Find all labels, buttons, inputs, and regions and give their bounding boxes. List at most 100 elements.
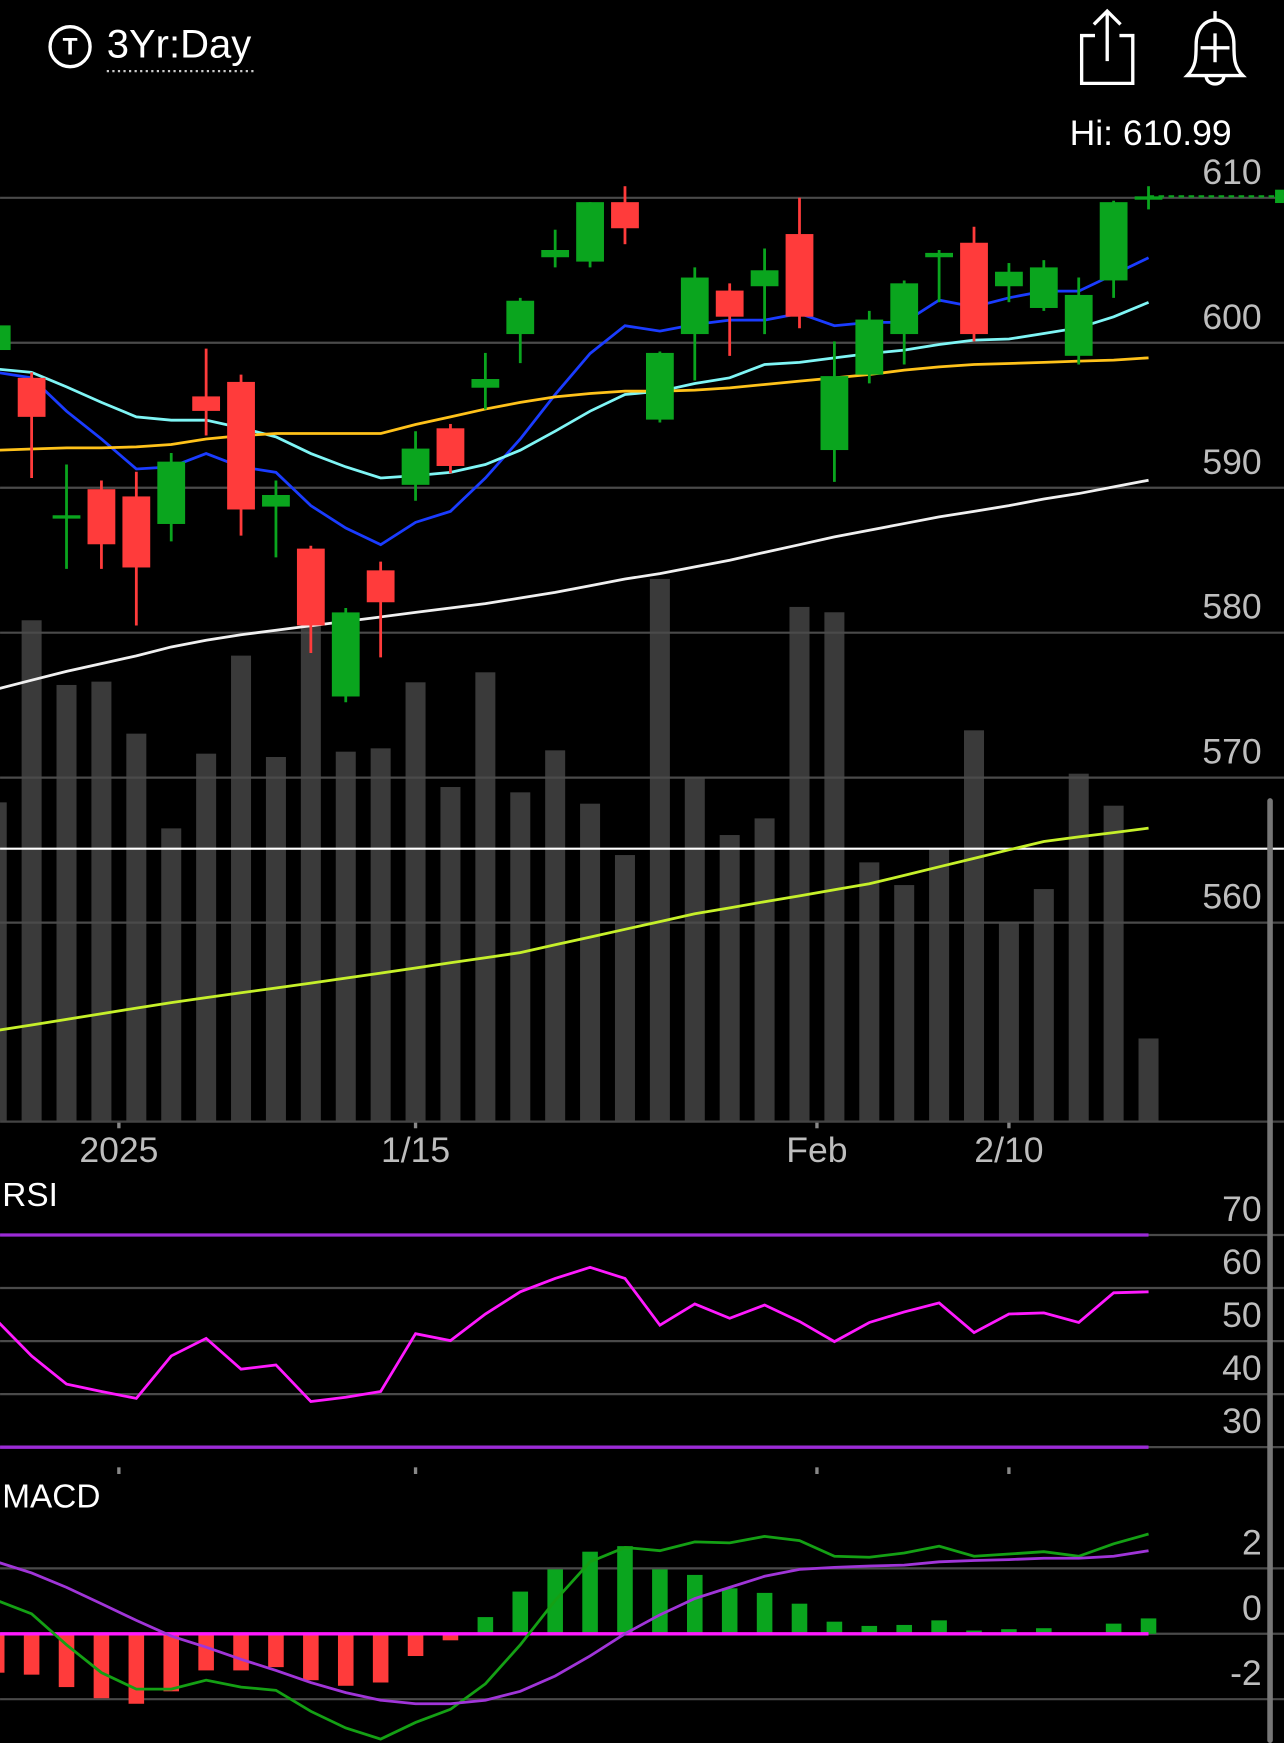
high-label: Hi: 610.99: [1070, 113, 1232, 153]
candle-body: [87, 489, 116, 545]
macd-line: [0, 1532, 1149, 1741]
x-tick-label: 2025: [79, 1130, 158, 1170]
candle-body: [680, 277, 709, 335]
volume-bar: [405, 682, 426, 1121]
volume-bar: [475, 672, 496, 1121]
volume-bar: [719, 835, 740, 1121]
macd-histogram-bar: [198, 1633, 214, 1671]
macd-histogram-bar: [896, 1624, 912, 1634]
x-tick-label: Feb: [786, 1130, 847, 1170]
y-tick-label: 30: [1222, 1401, 1262, 1441]
macd-histogram-bar: [128, 1633, 145, 1704]
macd-histogram-bar: [582, 1551, 598, 1634]
y-tick-label: 570: [1202, 732, 1261, 772]
macd-histogram-bar: [721, 1588, 738, 1634]
macd-histogram-bar: [268, 1633, 284, 1668]
volume-bar: [21, 620, 42, 1121]
macd-histogram-bar: [163, 1633, 180, 1692]
y-tick-label: 40: [1222, 1348, 1262, 1388]
y-tick-label: 600: [1202, 297, 1261, 337]
y-tick-label: 2: [1242, 1522, 1262, 1562]
share-arrow: [1092, 8, 1122, 62]
macd-histogram-bar: [337, 1633, 354, 1686]
candle-body: [436, 428, 465, 466]
volume-bar: [1068, 773, 1089, 1121]
volume-bar: [1033, 889, 1054, 1121]
y-tick-label: 610: [1202, 152, 1261, 192]
volume-bar: [754, 818, 775, 1121]
volume-bar: [684, 778, 705, 1121]
macd-histogram-bar: [233, 1633, 249, 1671]
candle-body: [192, 396, 221, 411]
share-box: [1079, 33, 1135, 86]
bell: [1183, 18, 1247, 78]
candle-body: [52, 515, 81, 519]
macd-line: [0, 1549, 1149, 1706]
volume-bar: [998, 921, 1019, 1121]
y-tick-label: 70: [1222, 1189, 1262, 1229]
volume-bar: [56, 684, 77, 1121]
volume-bar: [91, 681, 112, 1121]
candle-body: [576, 202, 604, 262]
candle-body: [995, 271, 1023, 287]
macd-histogram-bar: [93, 1633, 110, 1699]
symbol-button[interactable]: T: [48, 25, 92, 69]
macd-histogram-bar: [303, 1633, 319, 1681]
macd-histogram-bar: [1140, 1618, 1157, 1634]
macd-histogram-bar: [23, 1633, 40, 1675]
moving-average: [0, 356, 1149, 452]
volume-bar: [231, 655, 252, 1121]
candle-body: [17, 377, 46, 417]
candle-body: [611, 202, 639, 229]
candle-body: [401, 448, 430, 485]
macd-histogram-bar: [477, 1617, 494, 1634]
moving-average: [0, 256, 1150, 547]
candle-body: [1134, 196, 1163, 200]
macd-histogram-bar: [372, 1633, 389, 1683]
volume-bar: [929, 848, 950, 1121]
volume-bar: [824, 612, 845, 1121]
candle-body: [1029, 267, 1058, 308]
volume-bar: [370, 748, 391, 1121]
volume-bar: [545, 750, 566, 1121]
y-tick-label: -2: [1230, 1653, 1262, 1693]
last-price-marker: [1275, 189, 1284, 204]
volume-bar: [614, 855, 635, 1121]
moving-average: [0, 478, 1149, 690]
alert-button[interactable]: [1183, 11, 1247, 86]
macd-histogram-bar: [512, 1591, 529, 1634]
pane-title: RSI: [2, 1177, 58, 1214]
macd-histogram-bar: [931, 1620, 947, 1634]
candle-body: [506, 300, 535, 335]
candle-body: [820, 376, 849, 451]
candle-body: [785, 234, 814, 317]
candle-body: [750, 270, 779, 287]
candle-body: [471, 379, 500, 388]
moving-average: [0, 301, 1150, 480]
period-selector[interactable]: 3Yr:Day: [106, 22, 256, 73]
period-label: 3Yr:Day: [107, 22, 252, 66]
macd-histogram-bar: [826, 1621, 843, 1634]
volume-bar: [196, 753, 217, 1121]
pane-title: MACD: [2, 1478, 100, 1515]
symbol-icon-ring: [48, 25, 92, 69]
candle-body: [157, 461, 186, 524]
x-tick-label: 1/15: [381, 1130, 450, 1170]
macd-histogram-bar: [1001, 1629, 1017, 1634]
share-button[interactable]: [1079, 8, 1135, 86]
candle-body: [890, 283, 919, 335]
volume-bar: [161, 828, 182, 1121]
macd-histogram-bar: [687, 1574, 703, 1634]
bell-top: [1204, 11, 1226, 86]
header: T 3Yr:Day: [48, 8, 1247, 86]
candle-body: [1099, 202, 1128, 281]
scrollbar[interactable]: [1267, 798, 1273, 1743]
candle-body: [855, 319, 884, 375]
macd-histogram-bar: [442, 1633, 459, 1641]
candle-body: [227, 381, 255, 510]
x-tick-label: 2/10: [974, 1130, 1043, 1170]
volume-bar: [1138, 1038, 1159, 1121]
